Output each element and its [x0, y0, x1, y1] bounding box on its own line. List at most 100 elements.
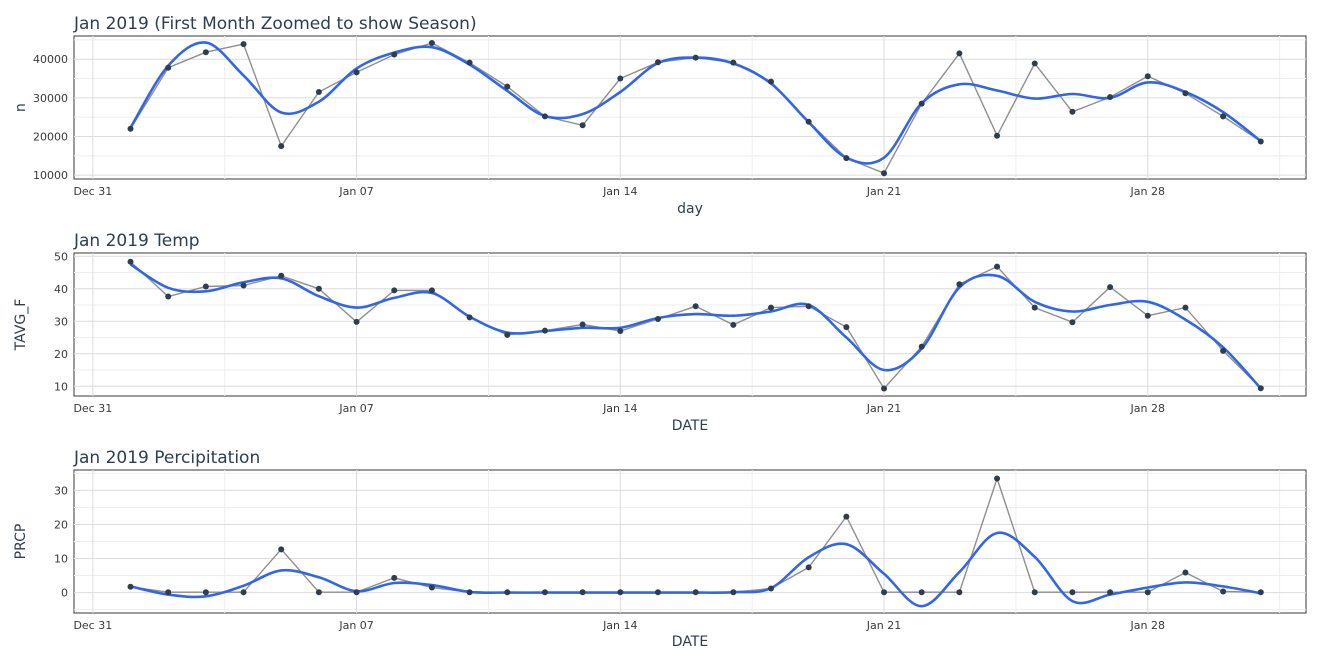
data-point [127, 258, 134, 265]
data-point [391, 287, 398, 294]
data-point [843, 155, 850, 162]
y-tick-label: 10 [54, 380, 68, 393]
data-point [504, 331, 511, 338]
y-tick-label: 10000 [33, 169, 68, 182]
data-point [165, 589, 172, 596]
data-point [918, 100, 925, 107]
data-point [127, 125, 134, 132]
y-tick-label: 20000 [33, 130, 68, 143]
data-point [768, 304, 775, 311]
data-point [541, 113, 548, 120]
data-point [881, 385, 888, 392]
data-point [617, 75, 624, 82]
data-point [805, 118, 812, 125]
data-point [202, 589, 209, 596]
panel-1-y-ticks: 10000 20000 30000 40000 [33, 53, 68, 182]
data-point [504, 589, 511, 596]
data-point [1144, 589, 1151, 596]
data-point [881, 170, 888, 177]
panel-2-x-label: DATE [672, 418, 708, 434]
y-tick-label: 30 [54, 315, 68, 328]
data-point [768, 78, 775, 85]
data-point [843, 324, 850, 331]
data-point [1031, 60, 1038, 67]
panel-2-y-ticks: 10 20 30 40 50 [54, 250, 68, 393]
panel-1-title: Jan 2019 (First Month Zoomed to show Sea… [73, 14, 477, 34]
data-point [127, 583, 134, 590]
data-point [994, 475, 1001, 482]
data-point [579, 122, 586, 129]
data-point [391, 51, 398, 58]
data-point [240, 589, 247, 596]
data-point [1031, 589, 1038, 596]
data-point [541, 327, 548, 334]
data-point [278, 143, 285, 150]
data-point [165, 64, 172, 71]
data-point [1182, 569, 1189, 576]
panel-1-x-ticks: Dec 31 Jan 07 Jan 14 Jan 21 Jan 28 [73, 185, 1165, 198]
panel-2-x-ticks: Dec 31 Jan 07 Jan 14 Jan 21 Jan 28 [73, 402, 1165, 415]
data-point [1144, 312, 1151, 319]
data-point [918, 589, 925, 596]
data-point [428, 287, 435, 294]
x-tick-label: Dec 31 [73, 402, 112, 415]
y-tick-label: 40000 [33, 53, 68, 66]
data-point [1069, 108, 1076, 115]
data-point [1257, 589, 1264, 596]
data-point [1220, 347, 1227, 354]
data-point [165, 293, 172, 300]
y-tick-label: 50 [54, 250, 68, 263]
data-point [428, 39, 435, 46]
panel-1-x-label: day [677, 201, 703, 217]
panel-3-x-ticks: Dec 31 Jan 07 Jan 14 Jan 21 Jan 28 [73, 619, 1165, 632]
y-tick-label: 20 [54, 348, 68, 361]
data-point [541, 589, 548, 596]
data-point [654, 315, 661, 322]
data-point [956, 50, 963, 57]
data-point [466, 314, 473, 321]
panel-1-marks [127, 39, 1264, 177]
data-point [579, 589, 586, 596]
data-point [994, 132, 1001, 139]
data-point [692, 54, 699, 61]
data-point [579, 321, 586, 328]
y-tick-label: 10 [54, 553, 68, 566]
data-point [956, 589, 963, 596]
data-point [353, 318, 360, 325]
data-point [202, 283, 209, 290]
x-tick-label: Dec 31 [73, 185, 112, 198]
data-point [466, 589, 473, 596]
data-point [1069, 319, 1076, 326]
x-tick-label: Jan 07 [338, 402, 373, 415]
data-point [1031, 304, 1038, 311]
panel-3-marks [127, 475, 1264, 608]
data-point [617, 328, 624, 334]
data-point [202, 49, 209, 56]
panel-2-title: Jan 2019 Temp [73, 231, 200, 251]
data-point [466, 59, 473, 66]
data-point [1107, 284, 1114, 291]
x-tick-label: Jan 28 [1130, 185, 1165, 198]
data-point [805, 303, 812, 310]
x-tick-label: Jan 07 [338, 185, 373, 198]
data-point [956, 281, 963, 288]
data-point [1220, 588, 1227, 595]
panel-1-grid [74, 36, 1306, 179]
data-point [428, 584, 435, 591]
data-point [278, 272, 285, 279]
data-point [315, 89, 322, 96]
panel-3-title: Jan 2019 Percipitation [73, 448, 260, 468]
y-tick-label: 30000 [33, 92, 68, 105]
data-point [843, 513, 850, 520]
smoothed-series-line [129, 263, 1262, 390]
panel-2-y-label: TAVG_F [13, 299, 29, 352]
data-point [1182, 304, 1189, 311]
data-point [994, 263, 1001, 270]
data-point [692, 589, 699, 596]
panel-3-x-label: DATE [672, 634, 708, 650]
data-point [1069, 589, 1076, 596]
data-point [730, 589, 737, 596]
data-point [1257, 385, 1264, 392]
data-point [918, 343, 925, 350]
data-point [1220, 113, 1227, 120]
